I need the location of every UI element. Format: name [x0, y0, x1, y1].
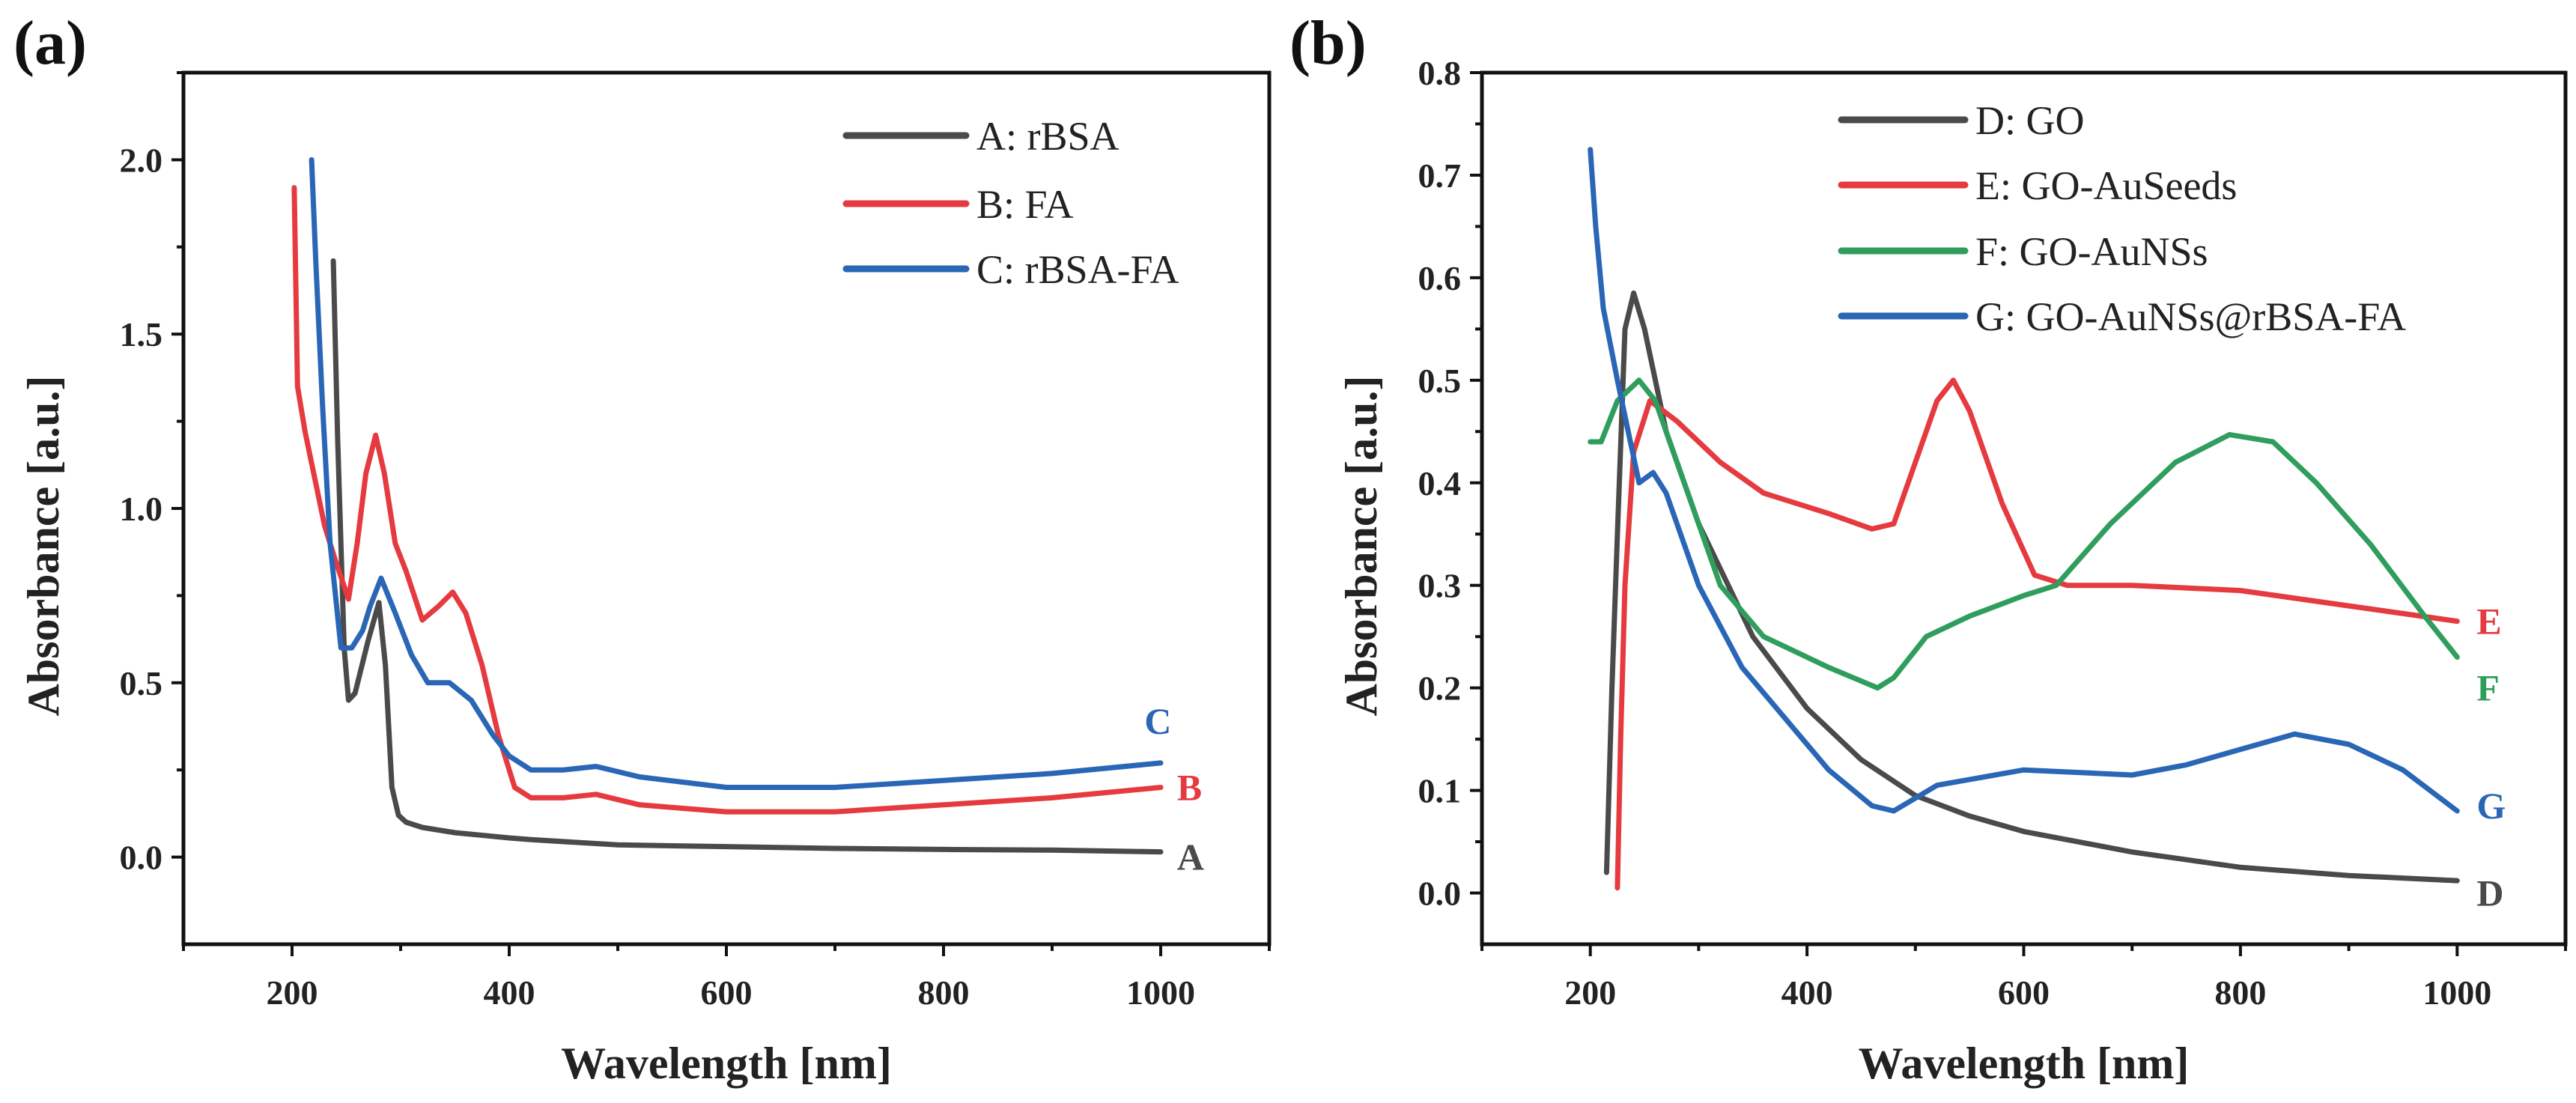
chart-panel-a: (a) A A: rBSA B B: FA C C: rBSA-FA 200 400 600 800… [13, 8, 1272, 1088]
end-label-B: B [1177, 766, 1202, 808]
legend-entry-C: C: rBSA-FA [976, 247, 1179, 292]
end-label-A: A [1177, 836, 1204, 878]
y-tick-label: 0.5 [1418, 362, 1462, 400]
legend-entry-F: F: GO-AuNSs [1975, 229, 2208, 274]
series-line-A [330, 258, 1164, 855]
series-line-C [309, 157, 1164, 790]
x-tick-label: 400 [1781, 973, 1833, 1012]
series-line-F [1588, 377, 2460, 691]
y-tick-label: 2.0 [120, 141, 163, 179]
y-tick-label: 0.3 [1418, 567, 1462, 605]
panel-label: (b) [1289, 8, 1367, 78]
x-tick-label: 200 [267, 973, 318, 1012]
legend-entry-D: D: GO [1975, 98, 2085, 143]
x-axis-title: Wavelength [nm] [1859, 1039, 2190, 1088]
y-tick-label: 0.0 [120, 839, 163, 877]
x-tick-label: 1000 [2422, 973, 2491, 1012]
x-axis-title: Wavelength [nm] [561, 1039, 892, 1088]
series-line-E [1614, 377, 2460, 891]
x-tick-label: 800 [918, 973, 970, 1012]
x-tick-label: 600 [1998, 973, 2050, 1012]
end-label-E: E [2476, 601, 2501, 642]
end-label-C: C [1144, 700, 1171, 742]
x-tick-label: 400 [484, 973, 535, 1012]
chart-panel-b: (b) D D: GO E E: GO-AuSeeds F F: GO-AuNSs G G: G… [1289, 8, 2568, 1088]
y-tick-label: 0.0 [1418, 875, 1462, 913]
legend-entry-E: E: GO-AuSeeds [1975, 163, 2237, 208]
legend-entry-B: B: FA [976, 182, 1074, 227]
legend-entry-G: G: GO-AuNSs@rBSA-FA [1975, 294, 2406, 339]
y-tick-label: 0.2 [1418, 669, 1462, 708]
y-tick-label: 0.8 [1418, 54, 1462, 92]
y-axis-title: Absorbance [a.u.] [19, 375, 68, 716]
x-tick-label: 1000 [1126, 973, 1195, 1012]
end-label-F: F [2476, 667, 2500, 709]
x-tick-label: 600 [701, 973, 753, 1012]
y-tick-label: 0.1 [1418, 772, 1462, 810]
y-tick-label: 0.4 [1418, 464, 1462, 502]
y-axis-title: Absorbance [a.u.] [1337, 375, 1386, 716]
y-tick-label: 1.0 [120, 490, 163, 528]
x-tick-label: 800 [2214, 973, 2266, 1012]
y-tick-label: 1.5 [120, 315, 163, 353]
y-tick-label: 0.5 [120, 664, 163, 702]
series-line-G [1588, 147, 2460, 814]
y-tick-label: 0.6 [1418, 259, 1462, 297]
series-line-D [1603, 290, 2460, 884]
end-label-D: D [2476, 872, 2503, 914]
x-tick-label: 200 [1564, 973, 1616, 1012]
y-tick-label: 0.7 [1418, 157, 1462, 195]
panel-label: (a) [13, 8, 87, 78]
end-label-G: G [2476, 785, 2506, 827]
legend-entry-A: A: rBSA [976, 114, 1120, 159]
